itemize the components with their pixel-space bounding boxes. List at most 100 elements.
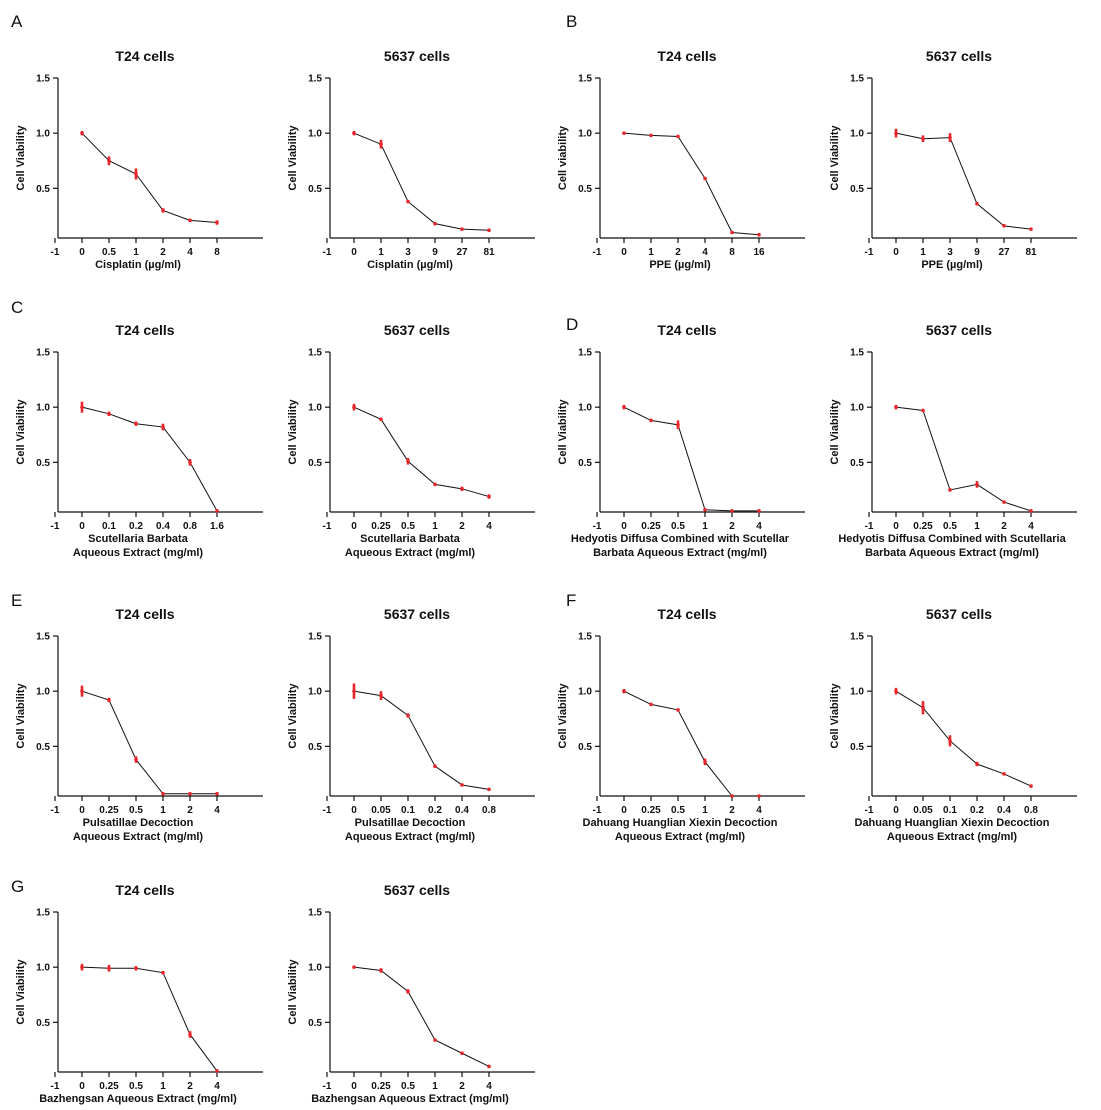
data-point xyxy=(649,702,653,707)
data-point xyxy=(975,201,979,206)
x-tick-label: 0.4 xyxy=(156,521,170,532)
x-tick-label: 0.1 xyxy=(401,805,415,816)
data-point xyxy=(487,1064,491,1069)
chart-b-5637: 5637 cells 0.5 1.0 1.5 Cell Viability -1 0 1 3 9 2… xyxy=(829,48,1077,271)
data-point xyxy=(379,417,383,422)
panel-letter-b: B xyxy=(566,12,577,31)
data-point xyxy=(622,405,626,409)
chart-title: T24 cells xyxy=(657,322,716,338)
x-tick-label: 0 xyxy=(79,247,85,258)
data-point xyxy=(730,230,734,235)
y-tick-label: 1.5 xyxy=(308,348,322,359)
panel-letter-f: F xyxy=(566,591,576,610)
data-point xyxy=(134,757,138,762)
series-line xyxy=(81,966,218,1072)
data-point xyxy=(107,966,111,971)
x-axis-label: Dahuang Huanglian Xiexin Decoction xyxy=(855,817,1050,829)
data-point xyxy=(649,133,653,138)
series-line xyxy=(895,406,1032,512)
x-tick-label: 0 xyxy=(893,805,899,816)
x-tick-label: 4 xyxy=(756,521,762,532)
x-tick-label: 4 xyxy=(756,805,762,816)
x-tick-label: 2 xyxy=(187,805,193,816)
x-tick-label: 0 xyxy=(79,1081,85,1092)
data-point xyxy=(433,764,437,769)
data-point xyxy=(215,220,219,225)
x-tick-label: 0.05 xyxy=(913,805,933,816)
data-point xyxy=(134,966,138,971)
x-tick-label: 4 xyxy=(214,1081,220,1092)
x-tick-label: 3 xyxy=(947,247,953,258)
x-axis-label: Aqueous Extract (mg/ml) xyxy=(887,831,1018,843)
data-point xyxy=(948,739,952,743)
data-point xyxy=(80,689,84,693)
x-tick-label: 0.5 xyxy=(401,1081,415,1092)
x-tick-label: 0 xyxy=(893,247,899,258)
x-tick-label: 1 xyxy=(133,247,139,258)
data-point xyxy=(188,1032,192,1037)
data-point xyxy=(215,509,219,513)
data-point xyxy=(1029,509,1033,513)
y-tick-label: 0.5 xyxy=(578,458,592,469)
data-point xyxy=(487,787,491,792)
x-tick-label: -1 xyxy=(323,1081,332,1092)
data-point xyxy=(379,142,383,147)
series-line xyxy=(895,690,1032,787)
x-tick-label: -1 xyxy=(51,1081,60,1092)
chart-d-5637: 5637 cells 0.5 1.0 1.5 Cell Viability -1 0 0.25… xyxy=(829,322,1077,559)
data-point xyxy=(622,131,626,135)
y-tick-label: 1.0 xyxy=(308,963,322,974)
y-tick-label: 1.5 xyxy=(850,632,864,643)
y-tick-label: 0.5 xyxy=(578,184,592,195)
y-tick-label: 1.0 xyxy=(850,129,864,140)
x-tick-label: 0.8 xyxy=(1024,805,1038,816)
y-axis-label: Cell Viability xyxy=(287,959,299,1025)
chart-f-t24: T24 cells 0.5 1.0 1.5 Cell Viability -1 0 0.25 0… xyxy=(557,606,805,843)
y-tick-label: 1.5 xyxy=(36,632,50,643)
chart-c-t24: T24 cells 0.5 1.0 1.5 Cell Viability -1 0 0.1 0.… xyxy=(15,322,263,559)
x-tick-label: 27 xyxy=(998,247,1010,258)
data-point xyxy=(757,794,761,798)
y-axis-label: Cell Viability xyxy=(15,959,27,1025)
data-point xyxy=(134,421,138,426)
data-point xyxy=(703,759,707,764)
chart-title: T24 cells xyxy=(657,48,716,64)
data-point xyxy=(352,965,356,969)
y-tick-label: 1.0 xyxy=(850,403,864,414)
y-tick-label: 0.5 xyxy=(850,184,864,195)
x-tick-label: 0.5 xyxy=(401,521,415,532)
x-tick-label: 4 xyxy=(486,521,492,532)
x-tick-label: 0.1 xyxy=(943,805,957,816)
x-tick-label: 2 xyxy=(1001,521,1007,532)
data-point xyxy=(975,762,979,766)
data-point xyxy=(1002,224,1006,228)
data-point xyxy=(703,507,707,512)
x-axis-label: Aqueous Extract (mg/ml) xyxy=(345,547,476,559)
y-axis-label: Cell Viability xyxy=(829,125,841,191)
y-tick-label: 1.0 xyxy=(850,687,864,698)
x-axis-label: Pulsatillae Decoction xyxy=(355,817,466,829)
x-tick-label: 0.2 xyxy=(428,805,442,816)
x-tick-label: 4 xyxy=(187,247,193,258)
x-tick-label: 1 xyxy=(648,247,654,258)
x-tick-label: 1 xyxy=(160,805,166,816)
x-tick-label: 1 xyxy=(974,521,980,532)
x-tick-label: 8 xyxy=(729,247,735,258)
x-tick-label: 0.2 xyxy=(129,521,143,532)
x-tick-label: 1 xyxy=(702,521,708,532)
data-point xyxy=(1029,227,1033,231)
x-tick-label: 0 xyxy=(893,521,899,532)
y-axis-label: Cell Viability xyxy=(829,399,841,465)
data-point xyxy=(352,689,356,693)
data-point xyxy=(188,791,192,796)
x-tick-label: -1 xyxy=(865,805,874,816)
x-axis-label: Barbata Aqueous Extract (mg/ml) xyxy=(865,547,1039,559)
data-point xyxy=(460,227,464,231)
series-line xyxy=(81,132,218,224)
data-point xyxy=(757,232,761,237)
chart-title: T24 cells xyxy=(115,882,174,898)
data-point xyxy=(188,460,192,465)
x-tick-label: 81 xyxy=(483,247,495,258)
data-point xyxy=(161,425,165,429)
panel-letter-a: A xyxy=(11,12,23,31)
